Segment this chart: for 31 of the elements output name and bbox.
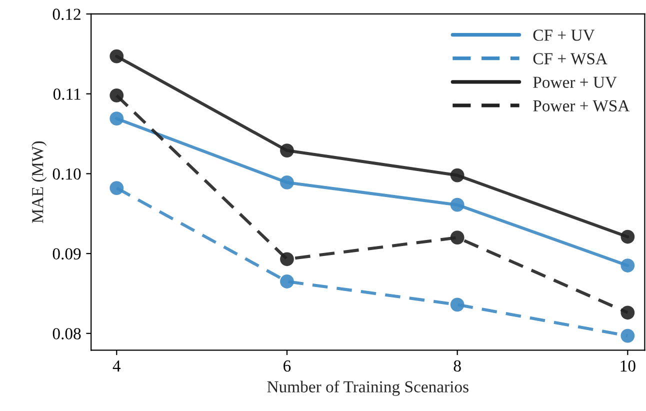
legend-label: Power + WSA (533, 100, 630, 112)
point (620, 230, 635, 244)
point (450, 198, 464, 212)
point (620, 258, 635, 272)
y-tick-label: 0.10 (52, 168, 81, 180)
y-tick-label: 0.11 (53, 88, 80, 100)
point (450, 298, 464, 312)
point (280, 144, 294, 158)
legend-label: CF + UV (533, 30, 595, 41)
point (280, 252, 294, 266)
point (450, 230, 464, 245)
y-tick-label: 0.12 (52, 8, 80, 20)
point (620, 306, 635, 320)
point (110, 112, 124, 126)
y-tick-label: 0.08 (52, 328, 81, 340)
point (280, 176, 294, 190)
x-axis-title: Number of Training Scenarios (267, 380, 468, 396)
x-tick-label: 10 (620, 360, 636, 372)
y-tick-label: 0.09 (52, 248, 81, 260)
x-tick-label: 6 (284, 360, 291, 372)
point (280, 274, 294, 288)
x-tick-label: 8 (454, 360, 461, 372)
x-tick-label: 4 (112, 360, 121, 372)
point (110, 88, 124, 102)
point (110, 49, 124, 64)
legend-label: Power + UV (533, 76, 617, 88)
legend-label: CF + WSA (533, 53, 608, 64)
point (450, 168, 464, 182)
point (110, 181, 124, 196)
point (620, 328, 635, 343)
y-axis-title: MAE (MW) (32, 141, 47, 224)
